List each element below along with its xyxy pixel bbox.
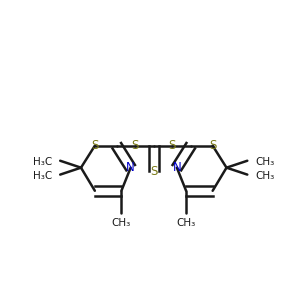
Text: H₃C: H₃C xyxy=(33,171,52,181)
Text: CH₃: CH₃ xyxy=(176,218,196,228)
Text: CH₃: CH₃ xyxy=(112,218,131,228)
Text: CH₃: CH₃ xyxy=(255,171,274,181)
Text: S: S xyxy=(132,139,139,152)
Text: S: S xyxy=(91,139,98,152)
Text: N: N xyxy=(126,161,135,174)
Text: H₃C: H₃C xyxy=(33,158,52,167)
Text: N: N xyxy=(172,161,181,174)
Text: S: S xyxy=(150,165,158,178)
Text: S: S xyxy=(209,139,216,152)
Text: CH₃: CH₃ xyxy=(255,158,274,167)
Text: S: S xyxy=(169,139,176,152)
